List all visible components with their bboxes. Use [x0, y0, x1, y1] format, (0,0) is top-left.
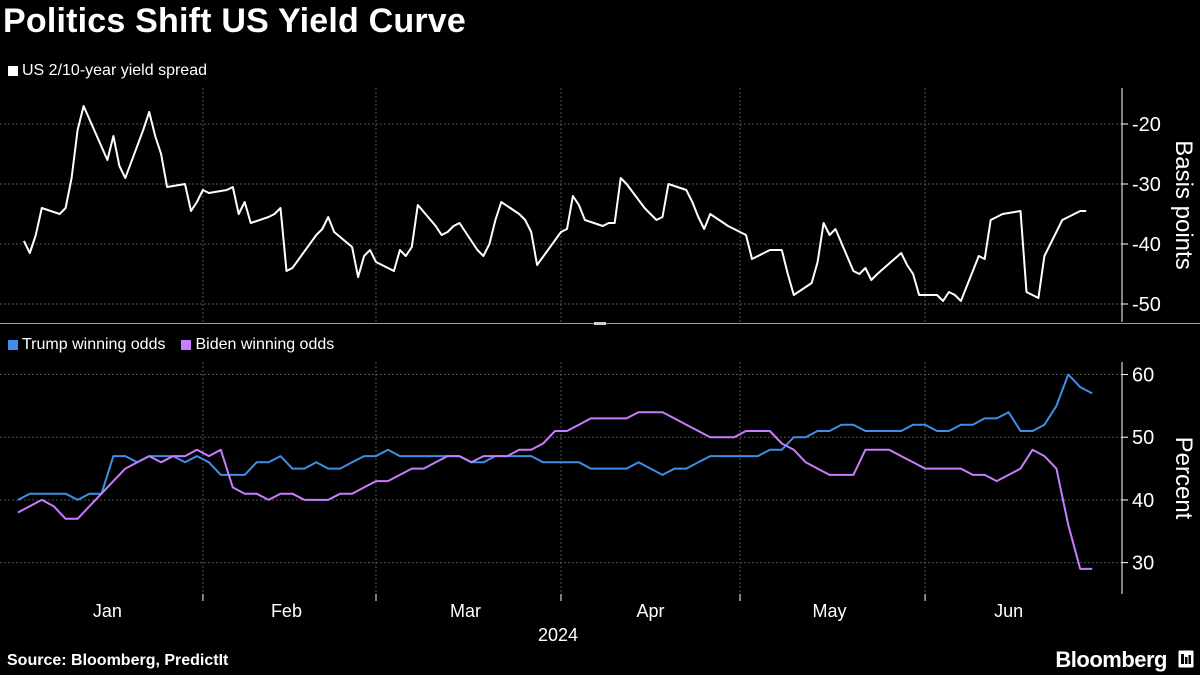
- legend-swatch-spread: [8, 66, 18, 76]
- y-tick-label-0-3: -50: [1132, 294, 1161, 316]
- legend-item-biden: Biden winning odds: [181, 336, 334, 354]
- x-tick-label-jun: Jun: [994, 601, 1023, 621]
- x-tick-label-mar: Mar: [450, 601, 481, 621]
- y-tick-label-1-1: 40: [1132, 490, 1154, 512]
- series-line-1-0: [17, 373, 1093, 501]
- series-layer: [17, 105, 1093, 570]
- legend-label-trump: Trump winning odds: [22, 336, 166, 353]
- chart-title: Politics Shift US Yield Curve: [3, 2, 467, 40]
- bloomberg-terminal-icon: [1178, 650, 1194, 668]
- y-tick-label-1-2: 50: [1132, 427, 1154, 449]
- y-axis-label-0: Basis points: [1170, 140, 1197, 269]
- legend-label-biden: Biden winning odds: [195, 336, 335, 353]
- y-tick-label-0-2: -40: [1132, 234, 1161, 256]
- legend-item-spread: US 2/10-year yield spread: [8, 62, 207, 80]
- legend-swatch-trump: [8, 340, 18, 350]
- series-line-1-1: [17, 411, 1093, 570]
- y-tick-label-0-1: -30: [1132, 174, 1161, 196]
- source-note: Source: Bloomberg, PredictIt: [7, 652, 229, 669]
- legend-bottom: Trump winning odds Biden winning odds: [8, 336, 350, 354]
- y-tick-label-0-0: -20: [1132, 114, 1161, 136]
- y-axis-label-1: Percent: [1170, 437, 1197, 520]
- series-line-0-0: [23, 105, 1087, 302]
- x-tick-label-apr: Apr: [637, 601, 665, 621]
- axis-layer: -20 -30 -40 -50 Basis points 30 40 50 60 Percent J…: [93, 88, 1197, 645]
- bloomberg-logo: Bloomberg: [1055, 647, 1167, 672]
- y-tick-label-1-0: 30: [1132, 553, 1154, 575]
- legend-top: US 2/10-year yield spread: [8, 62, 223, 80]
- x-tick-label-jan: Jan: [93, 601, 122, 621]
- legend-item-trump: Trump winning odds: [8, 336, 165, 354]
- grid-layer: [0, 88, 1122, 594]
- x-tick-label-feb: Feb: [271, 601, 302, 621]
- legend-swatch-biden: [181, 340, 192, 350]
- legend-label-spread: US 2/10-year yield spread: [22, 62, 207, 79]
- x-tick-label-may: May: [813, 601, 847, 621]
- y-tick-label-1-3: 60: [1132, 365, 1154, 387]
- x-year-label: 2024: [538, 625, 578, 645]
